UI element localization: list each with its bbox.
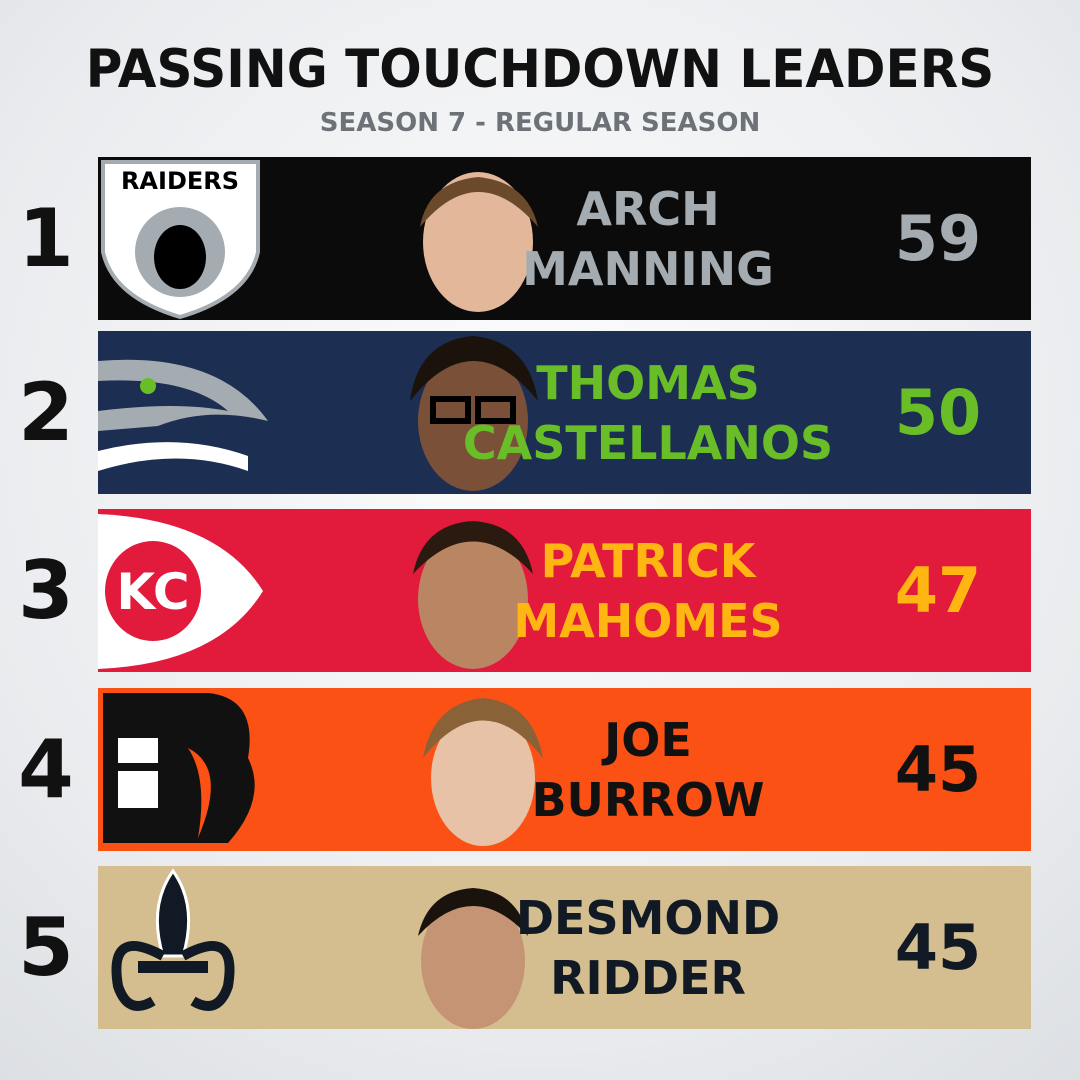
rank: 4 — [18, 723, 74, 816]
rank: 1 — [18, 192, 74, 285]
touchdowns: 47 — [894, 554, 982, 627]
touchdowns: 45 — [894, 733, 982, 806]
rank: 5 — [18, 901, 74, 994]
touchdowns: 50 — [894, 376, 982, 449]
touchdowns: 45 — [894, 911, 982, 984]
name-line: BURROW — [531, 772, 765, 827]
player-name: DESMOND RIDDER — [478, 866, 818, 1029]
title: PASSING TOUCHDOWN LEADERS — [85, 38, 995, 100]
name-line: CASTELLANOS — [462, 415, 834, 470]
name-line: MANNING — [522, 241, 774, 296]
subtitle: SEASON 7 - REGULAR SEASON — [319, 108, 761, 138]
name-line: DESMOND — [515, 890, 781, 945]
name-line: PATRICK — [540, 533, 756, 588]
row-art — [111, 868, 528, 1029]
player-name: THOMAS CASTELLANOS — [463, 331, 833, 494]
name-line: MAHOMES — [513, 593, 783, 648]
row-art — [103, 693, 543, 846]
rank: 2 — [18, 366, 74, 459]
leader-row: DESMOND RIDDER 45 — [98, 866, 1031, 1029]
leader-row: JOE BURROW 45 — [98, 688, 1031, 851]
svg-text:KC: KC — [116, 563, 189, 621]
player-name: PATRICK MAHOMES — [478, 509, 818, 672]
leader-row: KC PATRICK MAHOMES 47 — [98, 509, 1031, 672]
leader-row: THOMAS CASTELLANOS 50 — [98, 331, 1031, 494]
row-art — [98, 336, 538, 491]
rank: 3 — [18, 544, 74, 637]
name-line: JOE — [604, 712, 692, 767]
name-line: THOMAS — [536, 355, 760, 410]
name-line: ARCH — [576, 181, 720, 236]
player-name: JOE BURROW — [478, 688, 818, 851]
touchdowns: 59 — [894, 202, 982, 275]
row-art: RAIDERS — [101, 160, 538, 320]
name-line: RIDDER — [550, 950, 746, 1005]
player-name: ARCH MANNING — [478, 157, 818, 320]
leader-row: RAIDERS ARCH MANNING 59 — [98, 157, 1031, 320]
logo-text: RAIDERS — [121, 167, 239, 195]
row-art: KC — [98, 514, 533, 669]
